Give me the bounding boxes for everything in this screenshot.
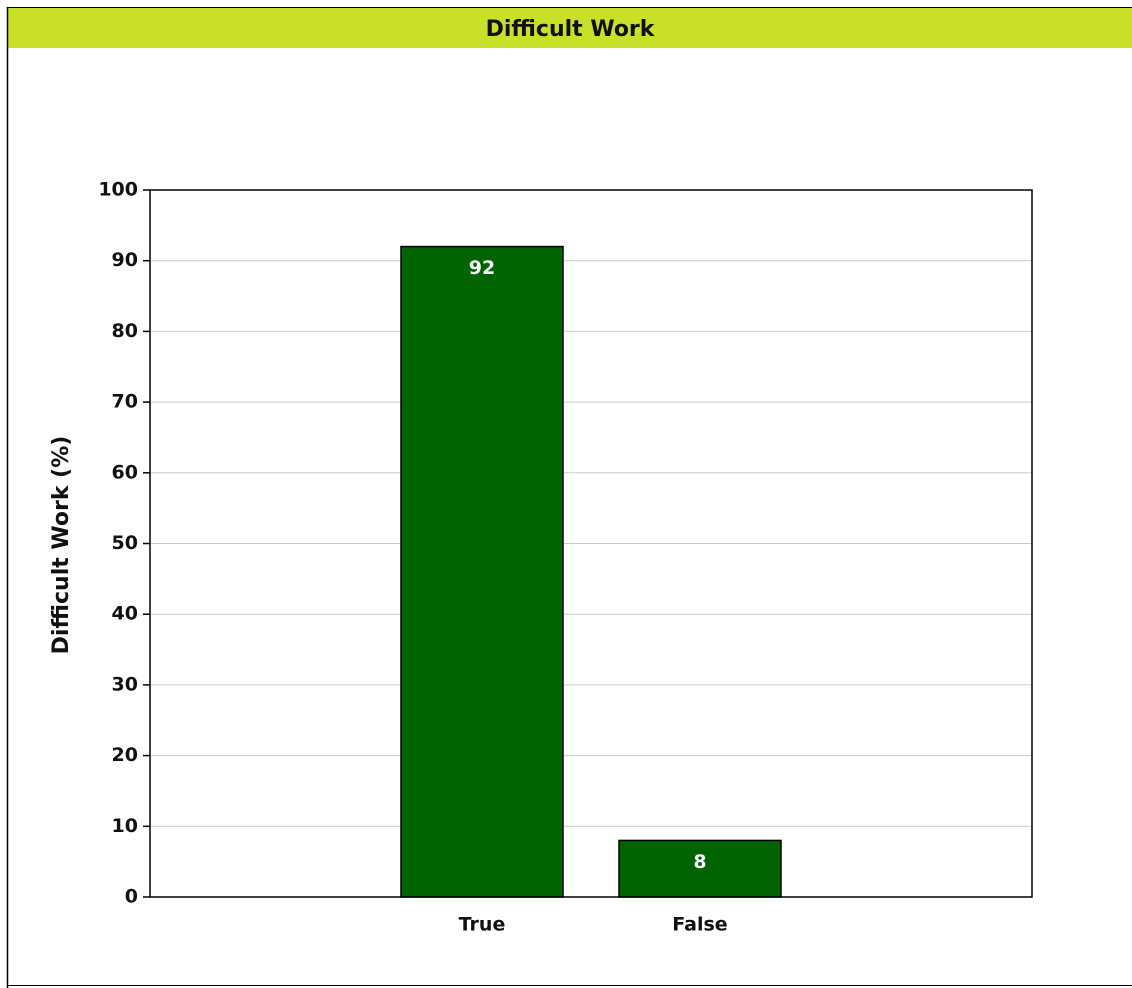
x-tick-label: False: [672, 914, 727, 936]
y-axis-label: Difficult Work (%): [49, 436, 74, 655]
y-tick-label: 60: [112, 461, 138, 483]
y-tick-label: 0: [125, 886, 138, 908]
y-tick-label: 50: [112, 532, 138, 554]
data-label: 8: [693, 851, 706, 873]
y-tick-label: 90: [112, 249, 138, 271]
y-tick-label: 80: [112, 320, 138, 342]
x-tick-label: True: [459, 914, 506, 936]
bar: [618, 839, 782, 898]
bar: [400, 245, 564, 898]
y-tick-label: 40: [112, 603, 138, 625]
y-tick-label: 10: [112, 815, 138, 837]
y-tick-label: 30: [112, 673, 138, 695]
title-bar: [8, 8, 1132, 48]
y-tick-label: 100: [98, 179, 138, 201]
y-tick-label: 70: [112, 391, 138, 413]
chart-title: Difficult Work: [486, 17, 656, 42]
y-tick-label: 20: [112, 744, 138, 766]
plot-frame: [149, 189, 1033, 898]
data-label: 92: [469, 257, 495, 279]
